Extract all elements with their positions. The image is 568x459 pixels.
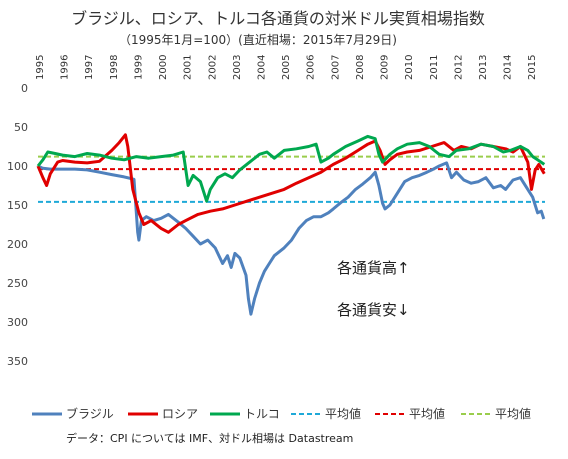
legend-label: ロシア xyxy=(162,407,198,421)
y-tick-label: 0 xyxy=(21,82,28,95)
chart-subtitle: （1995年1月=100）(直近相場：2015年7月29日) xyxy=(119,33,397,47)
y-tick-label: 300 xyxy=(7,316,28,329)
annotation-appreciation: 各通貨高↑ xyxy=(337,259,410,277)
x-tick-label: 1998 xyxy=(109,55,120,80)
legend-label: 平均値 xyxy=(409,406,445,421)
x-tick-label: 2013 xyxy=(478,55,489,80)
x-tick-label: 1996 xyxy=(60,55,71,80)
x-tick-label: 2004 xyxy=(257,55,268,80)
series-lines xyxy=(36,133,546,316)
y-tick-label: 150 xyxy=(7,199,28,212)
legend-label: ブラジル xyxy=(66,406,114,421)
y-tick-label: 200 xyxy=(7,238,28,251)
x-axis-ticks: 1995 1996 1997 1998 1999 2000 2001 2002 2003 2004… xyxy=(35,55,538,80)
x-tick-label: 2000 xyxy=(158,55,169,80)
x-tick-label: 2005 xyxy=(281,55,292,80)
x-tick-label: 2008 xyxy=(355,55,366,80)
y-axis-ticks: 0 50 100 150 200 250 300 350 xyxy=(7,82,28,368)
average-lines xyxy=(38,155,545,203)
legend-label: 平均値 xyxy=(325,406,361,421)
x-tick-label: 2015 xyxy=(527,55,538,80)
brazil-line xyxy=(37,161,546,316)
x-tick-label: 1997 xyxy=(84,55,95,80)
legend-label: 平均値 xyxy=(495,406,531,421)
x-tick-label: 1995 xyxy=(35,55,46,80)
x-tick-label: 2002 xyxy=(207,55,218,80)
annotation-depreciation: 各通貨安↓ xyxy=(337,301,410,319)
x-tick-label: 2009 xyxy=(380,55,391,80)
x-tick-label: 2007 xyxy=(330,55,341,80)
x-tick-label: 2014 xyxy=(503,55,514,80)
chart-title: ブラジル、ロシア、トルコ各通貨の対米ドル実質相場指数 xyxy=(71,9,485,28)
y-tick-label: 100 xyxy=(7,160,28,173)
x-tick-label: 2006 xyxy=(306,55,317,80)
x-tick-label: 2011 xyxy=(429,55,440,80)
x-tick-label: 2001 xyxy=(183,55,194,80)
source-note: データ：CPI については IMF、対ドル相場は Datastream xyxy=(66,431,353,445)
turkey-line xyxy=(36,134,546,203)
x-tick-label: 2003 xyxy=(232,55,243,80)
y-tick-label: 50 xyxy=(14,121,28,134)
x-tick-label: 2010 xyxy=(404,55,415,80)
x-tick-label: 2012 xyxy=(453,55,464,80)
legend: ブラジル ロシア トルコ 平均値 平均値 平均値 xyxy=(32,406,531,421)
legend-label: トルコ xyxy=(244,407,280,421)
y-tick-label: 250 xyxy=(7,277,28,290)
x-tick-label: 1999 xyxy=(133,55,144,80)
y-tick-label: 350 xyxy=(7,355,28,368)
